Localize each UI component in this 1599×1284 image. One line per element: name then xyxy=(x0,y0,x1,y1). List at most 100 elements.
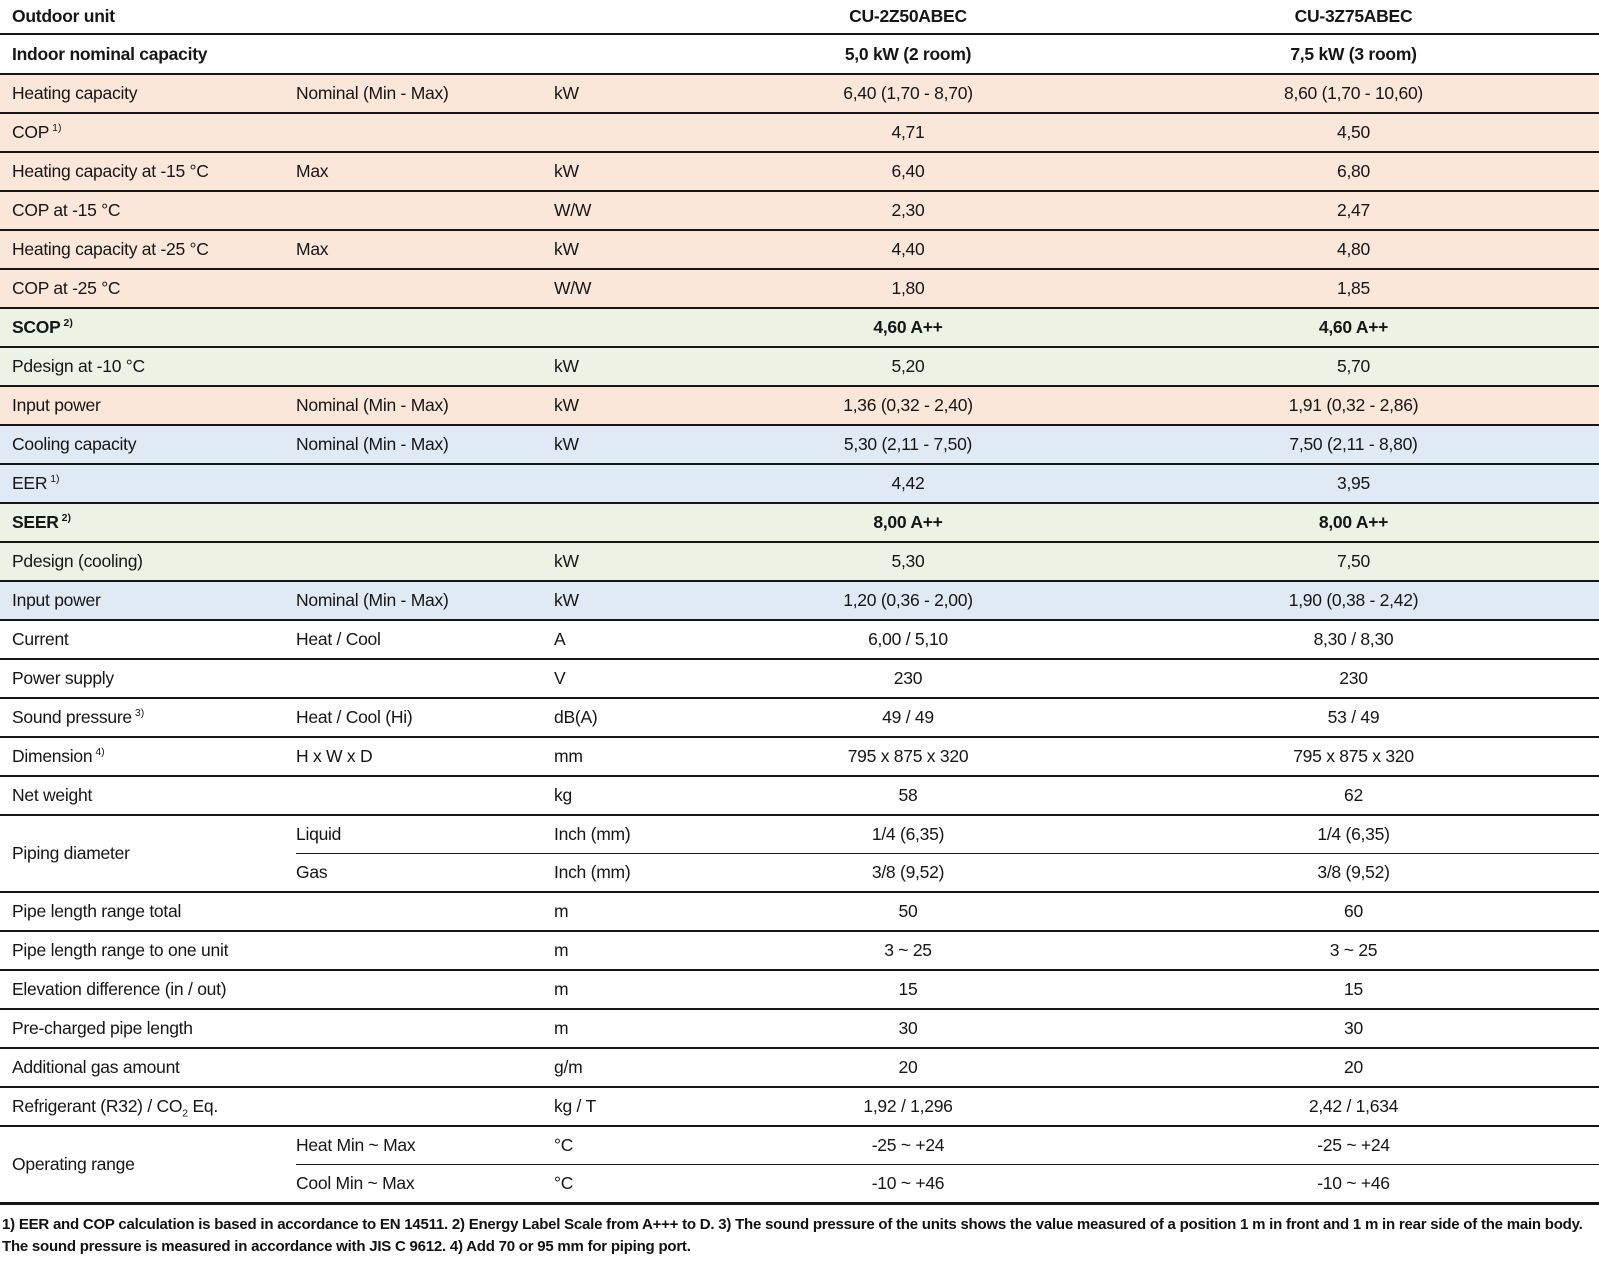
row-label: Piping diameter xyxy=(0,814,296,892)
footnote-marker: 2) xyxy=(61,512,71,524)
table-row: EER 1) 4,42 3,95 xyxy=(0,463,1599,503)
value-a-cell: 6,40 (1,70 - 8,70) xyxy=(708,73,1108,113)
table-row: Gas Inch (mm) 3/8 (9,52) 3/8 (9,52) xyxy=(0,853,1599,892)
table-row: Pipe length range total m 50 60 xyxy=(0,891,1599,931)
value-b-cell: -25 ~ +24 xyxy=(1108,1125,1599,1165)
row-label: Dimension 4) xyxy=(0,736,296,776)
value-a-cell: 1,36 (0,32 - 2,40) xyxy=(708,385,1108,425)
row-unit-cell: m xyxy=(554,1008,708,1048)
value-a-cell: 4,40 xyxy=(708,229,1108,269)
row-unit-cell: kW xyxy=(554,424,708,464)
footnotes-text: 1) EER and COP calculation is based in a… xyxy=(2,1216,1583,1255)
row-unit-cell: g/m xyxy=(554,1047,708,1087)
row-subkey-cell: H x W x D xyxy=(296,736,554,776)
row-label: Pdesign (cooling) xyxy=(0,541,296,581)
indoor-capacity-label: Indoor nominal capacity xyxy=(0,33,296,74)
capacity-b-header: 7,5 kW (3 room) xyxy=(1108,33,1599,74)
table-row: Cooling capacity Nominal (Min - Max) kW 5,3… xyxy=(0,424,1599,464)
row-unit-cell: kW xyxy=(554,346,708,386)
value-a-cell: 230 xyxy=(708,658,1108,698)
subscript: 2 xyxy=(182,1107,188,1120)
value-b-cell: 6,80 xyxy=(1108,151,1599,191)
value-a-cell: 4,71 xyxy=(708,112,1108,152)
table-row: Input power Nominal (Min - Max) kW 1,36 (0,… xyxy=(0,385,1599,425)
row-label: Input power xyxy=(0,385,296,425)
table-row: COP 1) 4,71 4,50 xyxy=(0,112,1599,152)
row-subkey-cell: Nominal (Min - Max) xyxy=(296,580,554,620)
value-b-cell: 62 xyxy=(1108,775,1599,815)
row-subkey-cell: Max xyxy=(296,229,554,269)
row-unit-cell: m xyxy=(554,930,708,970)
value-b-cell: 3/8 (9,52) xyxy=(1108,853,1599,892)
table-row: Heating capacity at -15 °C Max kW 6,40 6,80 xyxy=(0,151,1599,191)
value-b-cell: -10 ~ +46 xyxy=(1108,1164,1599,1204)
value-b-cell: 7,50 xyxy=(1108,541,1599,581)
row-subkey-cell xyxy=(296,1047,554,1087)
value-b-cell: 7,50 (2,11 - 8,80) xyxy=(1108,424,1599,464)
row-unit-cell: °C xyxy=(554,1125,708,1165)
row-label: Net weight xyxy=(0,775,296,815)
value-a-cell: 1,80 xyxy=(708,268,1108,308)
table-row: Refrigerant (R32) / CO2 Eq. kg / T 1,92 / … xyxy=(0,1086,1599,1126)
value-a-cell: 1,92 / 1,296 xyxy=(708,1086,1108,1126)
table-row: Pre-charged pipe length m 30 30 xyxy=(0,1008,1599,1048)
value-b-cell: 2,42 / 1,634 xyxy=(1108,1086,1599,1126)
row-subkey-cell: Liquid xyxy=(296,814,554,854)
row-label: EER 1) xyxy=(0,463,296,503)
spec-sheet: Outdoor unit CU-2Z50ABEC CU-3Z75ABEC Ind… xyxy=(0,0,1599,1255)
row-unit-cell: m xyxy=(554,969,708,1009)
value-a-cell: 58 xyxy=(708,775,1108,815)
row-subkey-cell xyxy=(296,346,554,386)
value-a-cell: 5,30 (2,11 - 7,50) xyxy=(708,424,1108,464)
value-b-cell: 53 / 49 xyxy=(1108,697,1599,737)
row-subkey-cell: Heat Min ~ Max xyxy=(296,1125,554,1165)
table-row: Piping diameter Liquid Inch (mm) 1/4 (6,35)… xyxy=(0,814,1599,892)
header-spacer xyxy=(554,0,708,34)
value-b-cell: 8,60 (1,70 - 10,60) xyxy=(1108,73,1599,113)
footnote-marker: 1) xyxy=(52,122,62,134)
row-subkey-cell xyxy=(296,775,554,815)
table-row: Net weight kg 58 62 xyxy=(0,775,1599,815)
value-b-cell: 1/4 (6,35) xyxy=(1108,814,1599,854)
table-row: Sound pressure 3) Heat / Cool (Hi) dB(A) 49 … xyxy=(0,697,1599,737)
value-a-cell: 3/8 (9,52) xyxy=(708,853,1108,892)
row-label: COP 1) xyxy=(0,112,296,152)
value-a-cell: 3 ~ 25 xyxy=(708,930,1108,970)
value-a-cell: 1,20 (0,36 - 2,00) xyxy=(708,580,1108,620)
table-row: SCOP 2) 4,60 A++ 4,60 A++ xyxy=(0,307,1599,347)
row-label: Elevation difference (in / out) xyxy=(0,969,296,1009)
value-b-cell: 2,47 xyxy=(1108,190,1599,230)
row-unit-cell: kW xyxy=(554,541,708,581)
row-subkey-cell: Max xyxy=(296,151,554,191)
table-row: Pdesign (cooling) kW 5,30 7,50 xyxy=(0,541,1599,581)
value-a-cell: 1/4 (6,35) xyxy=(708,814,1108,854)
table-row: Additional gas amount g/m 20 20 xyxy=(0,1047,1599,1087)
row-subkey-cell xyxy=(296,930,554,970)
value-b-cell: 60 xyxy=(1108,891,1599,931)
row-subkey-cell xyxy=(296,1008,554,1048)
row-subkey-cell: Gas xyxy=(296,853,554,892)
value-a-cell: 20 xyxy=(708,1047,1108,1087)
row-unit-cell: kW xyxy=(554,580,708,620)
row-label: Operating range xyxy=(0,1125,296,1204)
row-label: Refrigerant (R32) / CO2 Eq. xyxy=(0,1086,296,1126)
row-unit-cell: V xyxy=(554,658,708,698)
row-unit-cell xyxy=(554,307,708,347)
value-b-cell: 1,91 (0,32 - 2,86) xyxy=(1108,385,1599,425)
value-a-cell: 15 xyxy=(708,969,1108,1009)
row-subkey-cell: Nominal (Min - Max) xyxy=(296,385,554,425)
spec-table: Outdoor unit CU-2Z50ABEC CU-3Z75ABEC Ind… xyxy=(0,0,1599,1205)
value-b-cell: 3 ~ 25 xyxy=(1108,930,1599,970)
value-a-cell: 50 xyxy=(708,891,1108,931)
value-b-cell: 4,50 xyxy=(1108,112,1599,152)
row-subkey-cell: Heat / Cool (Hi) xyxy=(296,697,554,737)
row-label: Heating capacity xyxy=(0,73,296,113)
row-unit-cell: mm xyxy=(554,736,708,776)
footnote-marker: 3) xyxy=(134,707,145,719)
capacity-a-header: 5,0 kW (2 room) xyxy=(708,33,1108,74)
value-b-cell: 5,70 xyxy=(1108,346,1599,386)
row-label: Heating capacity at -15 °C xyxy=(0,151,296,191)
row-unit-cell xyxy=(554,463,708,503)
row-subkey-cell xyxy=(296,541,554,581)
table-header-row-capacity: Indoor nominal capacity 5,0 kW (2 room) … xyxy=(0,33,1599,74)
